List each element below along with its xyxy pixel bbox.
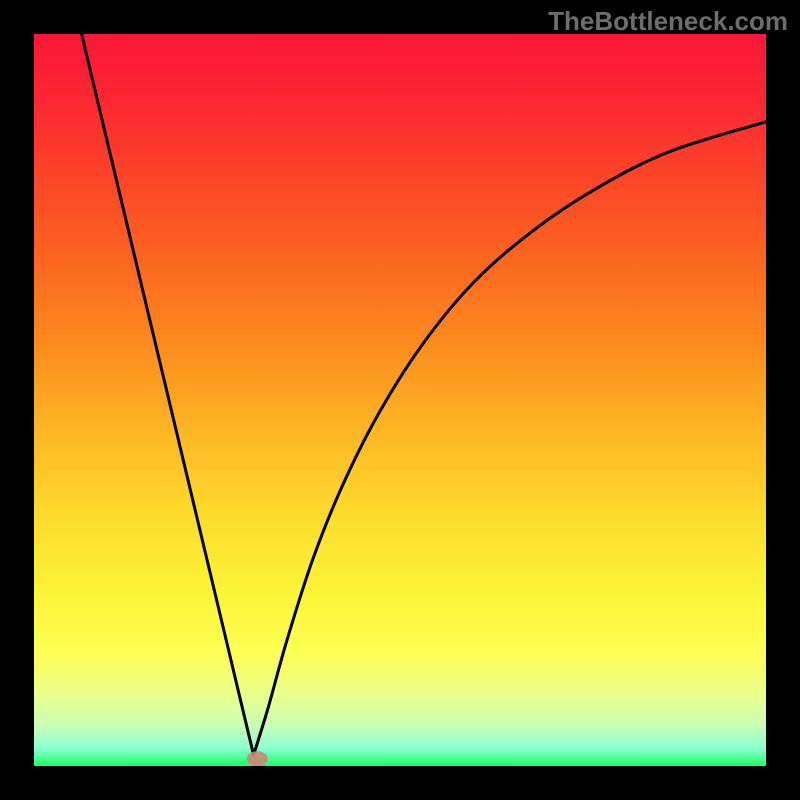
watermark-text: TheBottleneck.com bbox=[548, 6, 788, 37]
plot-area bbox=[34, 34, 766, 766]
curve-right-branch bbox=[254, 122, 766, 755]
curve-left-branch bbox=[82, 34, 254, 755]
minimum-marker bbox=[247, 752, 267, 766]
curve-layer bbox=[34, 34, 766, 766]
